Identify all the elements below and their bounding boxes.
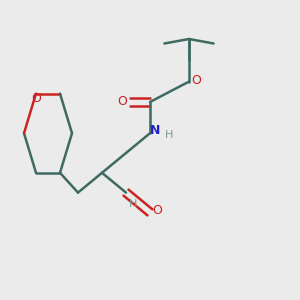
- Text: O: O: [192, 74, 201, 87]
- Text: H: H: [128, 199, 137, 209]
- Text: N: N: [150, 124, 161, 137]
- Text: O: O: [117, 94, 127, 108]
- Text: O: O: [153, 204, 162, 218]
- Text: H: H: [164, 130, 173, 140]
- Text: O: O: [31, 92, 41, 105]
